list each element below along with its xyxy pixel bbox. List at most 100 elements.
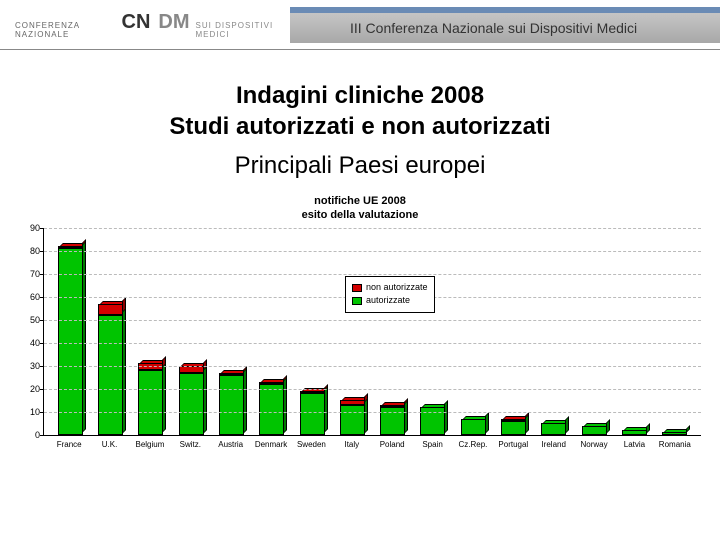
y-tick-mark	[40, 297, 44, 298]
bar-side-face	[162, 363, 166, 433]
x-axis-label: France	[49, 438, 89, 458]
bar-side-face	[364, 398, 368, 434]
main-title-1: Indagini cliniche 2008	[0, 80, 720, 111]
y-tick-label: 70	[18, 269, 40, 279]
bar-slot	[453, 228, 493, 435]
bar	[179, 366, 204, 435]
chart-container: notifiche UE 2008 esito della valutazion…	[15, 195, 705, 457]
header-logo: CONFERENZA NAZIONALE CN DM SUI DISPOSITI…	[0, 0, 290, 50]
legend: non autorizzateautorizzate	[345, 276, 435, 313]
bar-slot	[211, 228, 251, 435]
x-axis-label: Denmark	[251, 438, 291, 458]
bar	[541, 423, 566, 435]
grid-line	[44, 343, 701, 344]
y-tick-mark	[40, 320, 44, 321]
y-tick-mark	[40, 343, 44, 344]
chart-title-2: esito della valutazione	[302, 209, 419, 221]
x-axis-label: Belgium	[130, 438, 170, 458]
bar-segment-aut	[340, 405, 365, 435]
grid-line	[44, 251, 701, 252]
bar	[340, 400, 365, 434]
bar-side-face	[324, 386, 328, 433]
bar-slot	[493, 228, 533, 435]
y-tick-label: 80	[18, 246, 40, 256]
x-axis-label: Austria	[211, 438, 251, 458]
y-tick-mark	[40, 366, 44, 367]
bar-side-face	[122, 308, 126, 434]
header-banner: III Conferenza Nazionale sui Dispositivi…	[290, 7, 720, 43]
logo-big-dm: DM	[158, 11, 189, 34]
x-axis-label: Norway	[574, 438, 614, 458]
plot-area: 0102030405060708090	[43, 228, 701, 436]
bar-side-face	[203, 366, 207, 434]
x-axis-label: Ireland	[534, 438, 574, 458]
bar-side-face	[606, 419, 610, 434]
bar-side-face	[525, 414, 529, 434]
bar-slot	[614, 228, 654, 435]
grid-line	[44, 274, 701, 275]
chart-title-1: notifiche UE 2008	[314, 195, 406, 207]
x-axis-label: Cz.Rep.	[453, 438, 493, 458]
bar-segment-aut	[541, 423, 566, 435]
bar-side-face	[82, 241, 86, 433]
x-axis-label: Poland	[372, 438, 412, 458]
bar-side-face	[444, 400, 448, 434]
logo-text-left: CONFERENZA NAZIONALE	[15, 21, 116, 39]
legend-swatch	[352, 297, 362, 305]
bar	[259, 382, 284, 435]
bar-slot	[50, 228, 90, 435]
bar-segment-aut	[501, 421, 526, 435]
x-axis-label: U.K.	[89, 438, 129, 458]
header-bar: CONFERENZA NAZIONALE CN DM SUI DISPOSITI…	[0, 0, 720, 50]
bar-side-face	[646, 423, 650, 434]
x-axis-label: Italy	[332, 438, 372, 458]
y-tick-label: 90	[18, 223, 40, 233]
bar-side-face	[283, 377, 287, 434]
bar	[461, 419, 486, 435]
bar	[98, 304, 123, 435]
y-tick-mark	[40, 435, 44, 436]
bar	[662, 432, 687, 434]
bar	[501, 419, 526, 435]
y-tick-label: 20	[18, 384, 40, 394]
bar-slot	[90, 228, 130, 435]
bar	[622, 430, 647, 435]
bar-segment-non-aut	[179, 366, 204, 373]
grid-line	[44, 412, 701, 413]
bar-slot	[252, 228, 292, 435]
bar-segment-non-aut	[98, 304, 123, 316]
y-tick-mark	[40, 389, 44, 390]
x-axis-label: Portugal	[493, 438, 533, 458]
x-axis-label: Romania	[655, 438, 695, 458]
subtitle: Principali Paesi europei	[0, 152, 720, 180]
bar-slot	[574, 228, 614, 435]
bar-side-face	[404, 400, 408, 434]
bar	[138, 363, 163, 434]
bar-segment-aut	[662, 432, 687, 434]
y-tick-label: 0	[18, 430, 40, 440]
bar-slot	[131, 228, 171, 435]
legend-row: non autorizzate	[352, 281, 428, 295]
main-title-2: Studi autorizzati e non autorizzati	[0, 111, 720, 142]
legend-label: non autorizzate	[366, 281, 428, 295]
bar-segment-aut	[300, 393, 325, 434]
y-tick-label: 60	[18, 292, 40, 302]
bar-side-face	[565, 416, 569, 434]
bar-slot	[292, 228, 332, 435]
bar-segment-aut	[179, 373, 204, 435]
bar-segment-aut	[98, 315, 123, 435]
bar-slot	[171, 228, 211, 435]
legend-label: autorizzate	[366, 294, 410, 308]
bar-segment-non-aut	[138, 363, 163, 370]
bar	[300, 391, 325, 435]
bar-segment-aut	[58, 248, 83, 434]
bar-side-face	[485, 412, 489, 434]
y-tick-label: 10	[18, 407, 40, 417]
bar-slot	[413, 228, 453, 435]
bar-segment-aut	[461, 419, 486, 435]
bar-segment-aut	[259, 384, 284, 435]
bar-slot	[534, 228, 574, 435]
bar-side-face	[243, 368, 247, 434]
logo-big-cn: CN	[122, 11, 151, 34]
bar-slot	[373, 228, 413, 435]
